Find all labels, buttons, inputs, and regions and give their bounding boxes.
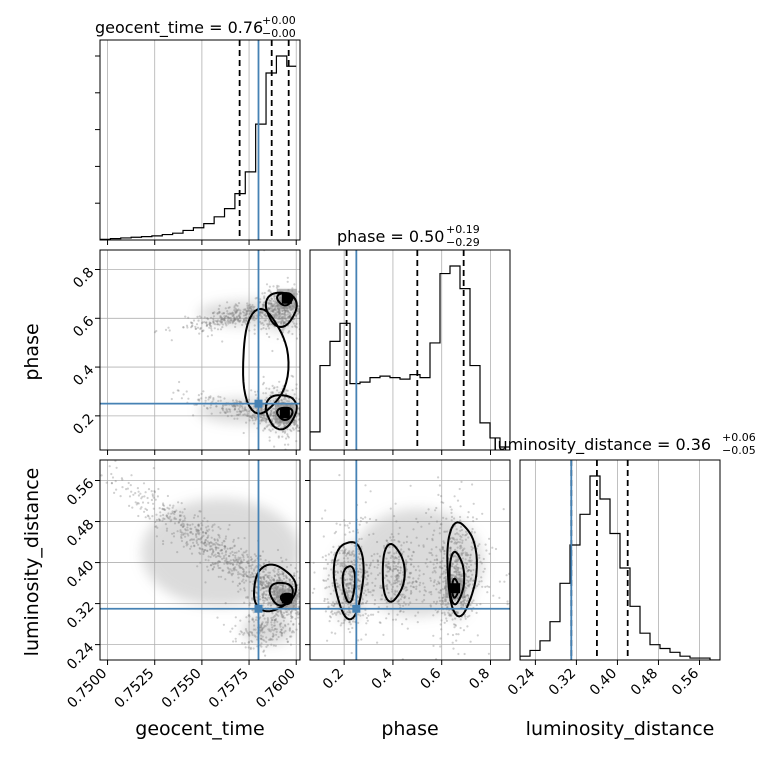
title-geocent-time-plus: +0.00	[262, 14, 296, 27]
title-luminosity-distance: luminosity_distance = 0.36	[493, 435, 711, 455]
truth-marker	[254, 604, 263, 613]
title-geocent-time: geocent_time = 0.76	[95, 18, 263, 38]
contour	[448, 550, 466, 606]
x-tick-label: 0.48	[628, 666, 661, 699]
title-geocent-time-minus: −0.00	[262, 27, 296, 40]
contour	[381, 542, 406, 603]
x-tick-label: 0.7575	[206, 666, 252, 712]
hist-panel-luminosity-distance: 0.24 0.32 0.40 0.48 0.56	[505, 459, 721, 699]
title-phase-minus: −0.29	[446, 236, 480, 249]
xlabel-geocent-time: geocent_time	[135, 718, 264, 740]
contour	[341, 565, 357, 604]
x-tick-label: 0.8	[466, 666, 493, 693]
x-tick-label: 0.2	[320, 666, 347, 693]
truth-marker	[254, 399, 263, 408]
axes-frame	[309, 459, 511, 661]
axes-frame	[309, 249, 511, 451]
y-tick-label: 0.24	[64, 640, 97, 673]
title-luminosity-distance-plus: +0.06	[722, 431, 756, 444]
contour	[446, 521, 478, 618]
ylabel-luminosity-distance: luminosity_distance	[21, 468, 43, 657]
contour	[279, 592, 294, 605]
scatter-panel-luminosity-distance-vs-phase: 0.2 0.4 0.6 0.8	[305, 459, 511, 693]
y-tick-label: 0.4	[70, 362, 97, 389]
hist-panel-geocent-time	[95, 39, 301, 245]
x-tick-label: 0.7550	[159, 666, 205, 712]
grid	[107, 40, 297, 240]
contour	[451, 577, 460, 599]
axes-frame	[99, 249, 301, 451]
xlabel-luminosity-distance: luminosity_distance	[526, 718, 715, 740]
x-tick-label: 0.6	[417, 665, 444, 692]
x-tick-label: 0.24	[505, 665, 538, 698]
truth-marker	[352, 604, 361, 613]
x-tick-label: 0.32	[546, 666, 579, 699]
axes-frame	[99, 39, 301, 241]
grid	[534, 460, 700, 660]
title-phase: phase = 0.50	[337, 227, 444, 246]
contour	[276, 406, 294, 422]
title-luminosity-distance-minus: −0.05	[722, 444, 756, 457]
y-tick-label: 0.32	[64, 599, 97, 632]
y-tick-label: 0.40	[64, 558, 97, 591]
contour	[276, 292, 294, 307]
histogram-luminosity-distance	[520, 475, 720, 660]
xlabel-phase: phase	[381, 718, 438, 740]
hist-panel-phase	[309, 249, 511, 455]
x-tick-label: 0.7500	[64, 666, 110, 712]
x-tick-label: 0.40	[587, 666, 620, 699]
y-tick-label: 0.56	[64, 475, 97, 508]
y-tick-label: 0.48	[64, 517, 97, 550]
title-phase-plus: +0.19	[446, 223, 480, 236]
y-tick-label: 0.8	[70, 265, 97, 292]
y-tick-label: 0.6	[70, 313, 97, 340]
y-tick-label: 0.2	[70, 411, 97, 438]
histogram-phase	[310, 265, 510, 450]
x-tick-label: 0.56	[669, 665, 702, 698]
ylabel-phase: phase	[21, 323, 43, 380]
histogram-geocent-time	[100, 55, 297, 240]
x-tick-label: 0.4	[369, 665, 396, 692]
axes-frame	[99, 459, 301, 661]
grid	[343, 250, 491, 450]
scatter-panel-phase-vs-geocent-time: 0.2 0.4 0.6 0.8	[70, 249, 301, 455]
x-tick-label: 0.7525	[112, 666, 158, 712]
axes-frame	[519, 459, 721, 661]
x-tick-label: 0.7600	[253, 666, 299, 712]
